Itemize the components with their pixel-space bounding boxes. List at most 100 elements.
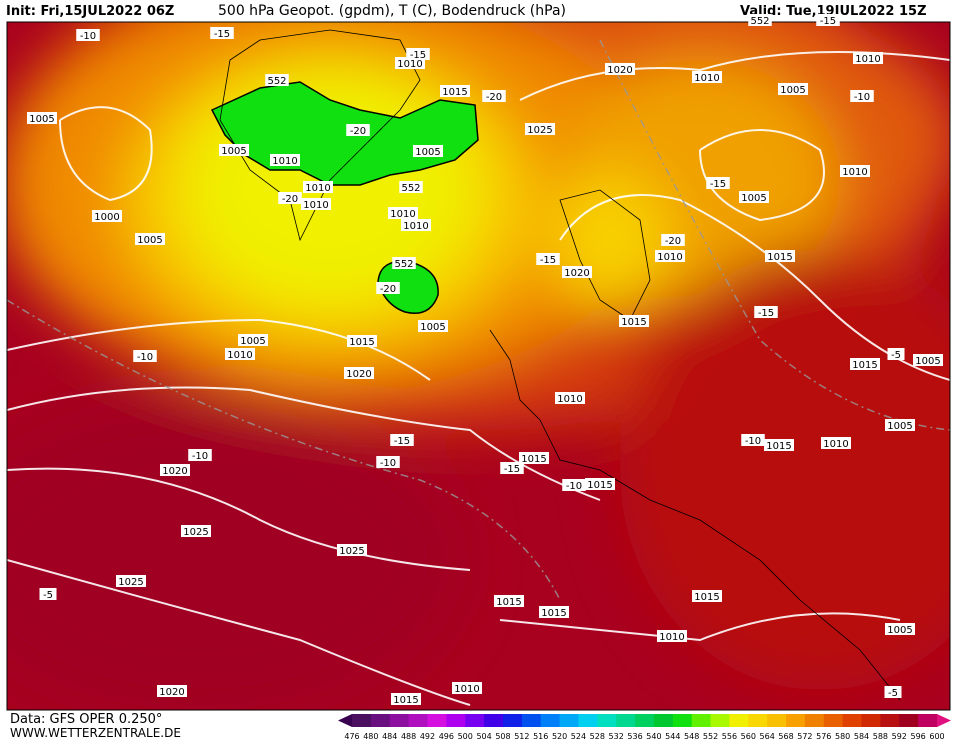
label-box (887, 348, 905, 360)
legend-label: 576 (816, 732, 831, 741)
legend-swatch (559, 714, 579, 727)
isoline-label: -15 (820, 16, 836, 27)
legend-label: 564 (760, 732, 775, 741)
isoline-label: 1010 (842, 167, 867, 178)
isoline-label: 1005 (137, 235, 162, 246)
legend-swatch (918, 714, 938, 727)
isoline-label: 1005 (887, 625, 912, 636)
legend-swatch (861, 714, 881, 727)
label-box (39, 588, 57, 600)
label-box (344, 367, 374, 379)
isoline-label: 1015 (442, 87, 467, 98)
isoline-label: 1015 (349, 337, 374, 348)
legend-swatch (729, 714, 749, 727)
label-box (494, 595, 524, 607)
label-box (391, 693, 421, 705)
isoline-label: -5 (891, 350, 901, 361)
label-box (765, 250, 795, 262)
legend-label: 548 (684, 732, 699, 741)
legend-label: 536 (627, 732, 642, 741)
isoline-label: 1010 (557, 394, 582, 405)
isoline-label: 552 (401, 183, 420, 194)
label-box (76, 29, 100, 41)
isoline-label: 1015 (766, 441, 791, 452)
isoline-label: 1010 (303, 200, 328, 211)
label-box (135, 233, 165, 245)
isoline-label: 1025 (183, 527, 208, 538)
isoline-label: 1010 (272, 156, 297, 167)
isoline-label: -20 (350, 126, 366, 137)
isoline-label: 1015 (587, 480, 612, 491)
isoline-label: 552 (394, 259, 413, 270)
isoline-label: 1010 (305, 183, 330, 194)
label-box (157, 685, 187, 697)
isoline-label: 1010 (227, 350, 252, 361)
label-box (238, 334, 268, 346)
legend-swatch (672, 714, 693, 727)
label-box (265, 74, 289, 86)
isoline-label: -15 (758, 308, 774, 319)
isoline-label: 1010 (454, 684, 479, 695)
legend-label: 568 (778, 732, 793, 741)
legend-swatch (899, 714, 919, 727)
label-box (850, 90, 874, 102)
legend-swatch (484, 714, 504, 727)
legend-swatch (502, 714, 523, 727)
data-source: Data: GFS OPER 0.250° (10, 712, 162, 727)
isoline-label: -10 (566, 481, 582, 492)
label-box (188, 449, 212, 461)
isoline-label: 1020 (607, 65, 632, 76)
label-box (347, 335, 377, 347)
legend-swatch (786, 714, 806, 727)
isoline-label: 1005 (741, 193, 766, 204)
isoline-label: 1005 (240, 336, 265, 347)
label-box (337, 544, 367, 556)
isoline-label: 552 (750, 16, 769, 27)
isoline-label: -10 (380, 458, 396, 469)
label-box (539, 606, 569, 618)
isoline-label: 1020 (564, 268, 589, 279)
isoline-label: 1005 (221, 146, 246, 157)
label-box (748, 14, 772, 26)
legend-arrow (338, 714, 352, 727)
isoline-label: 1010 (390, 209, 415, 220)
label-box (301, 198, 331, 210)
label-box (133, 350, 157, 362)
label-box (661, 234, 685, 246)
legend-label: 508 (495, 732, 510, 741)
isoline-label: -10 (854, 92, 870, 103)
isoline-label: 1025 (339, 546, 364, 557)
label-box (303, 181, 333, 193)
isoline-label: -10 (745, 436, 761, 447)
label-box (706, 177, 730, 189)
valid-time: Valid: Tue,19JUL2022 15Z (740, 4, 927, 19)
label-box (406, 48, 430, 60)
legend-swatch (597, 714, 617, 727)
init-time: Init: Fri,15JUL2022 06Z (6, 4, 174, 19)
legend-label: 556 (722, 732, 737, 741)
isoline-label: 1010 (855, 54, 880, 65)
legend-label: 496 (439, 732, 454, 741)
isoline-label: 1015 (393, 695, 418, 706)
label-box (850, 358, 880, 370)
isoline-label: -15 (540, 255, 556, 266)
isoline-label: 1015 (541, 608, 566, 619)
legend-swatch (540, 714, 561, 727)
legend-label: 524 (571, 732, 586, 741)
legend-swatch (635, 714, 655, 727)
label-box (764, 439, 794, 451)
legend-label: 512 (514, 732, 529, 741)
legend-label: 592 (892, 732, 907, 741)
isoline-label: 552 (267, 76, 286, 87)
isoline-label: 1010 (694, 73, 719, 84)
label-box (655, 250, 685, 262)
isoline-label: 1020 (159, 687, 184, 698)
isoline-label: 1005 (420, 322, 445, 333)
isoline-label: 1005 (887, 421, 912, 432)
isoline-label: 1015 (694, 592, 719, 603)
isoline-label: -15 (710, 179, 726, 190)
isoline-label: 1015 (521, 454, 546, 465)
label-box (816, 14, 840, 26)
